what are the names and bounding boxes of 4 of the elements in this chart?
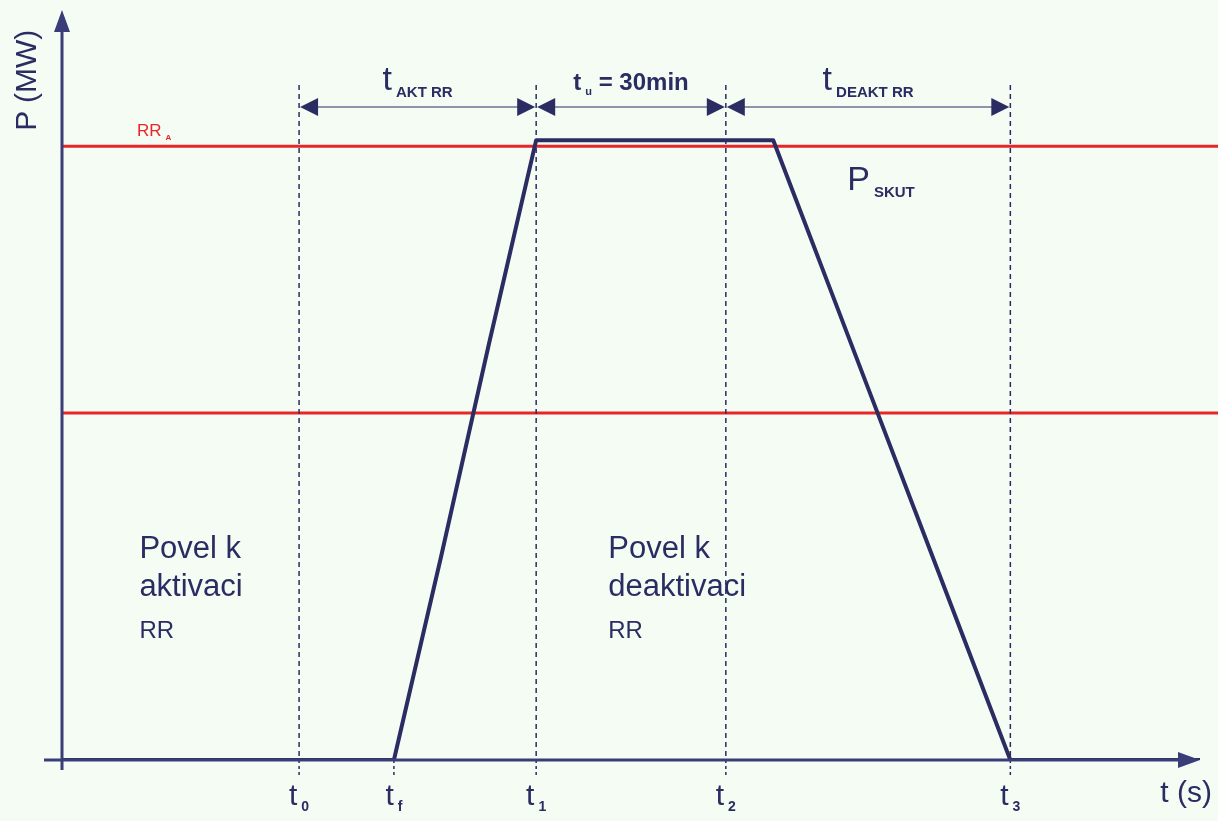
x-axis-title: t (s) xyxy=(1160,775,1213,808)
annotation: Povel k deaktivaci RR xyxy=(608,529,747,643)
annotation: Povel k aktivaci RR xyxy=(139,529,243,643)
y-axis-title: P (MW) xyxy=(9,29,42,131)
